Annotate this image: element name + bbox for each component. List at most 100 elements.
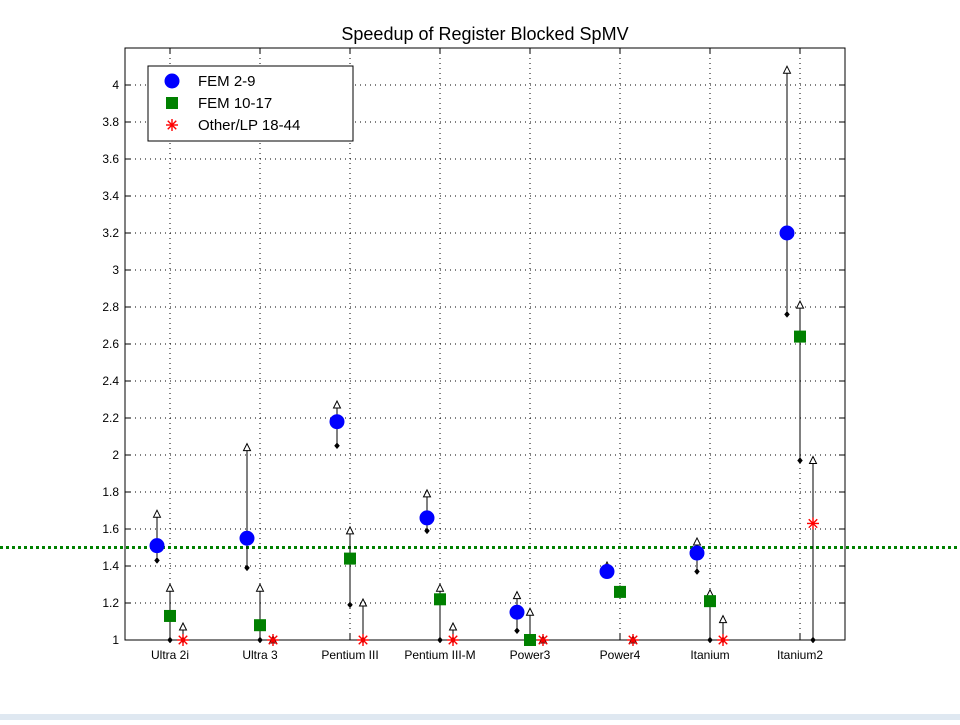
x-tick-label: Ultra 3 — [242, 648, 278, 662]
max-triangle-marker — [345, 525, 355, 535]
data-point-square — [524, 634, 536, 646]
x-tick-label: Pentium III-M — [404, 648, 475, 662]
legend-box — [147, 65, 354, 142]
data-point-group — [627, 634, 639, 646]
chart-title: Speedup of Register Blocked SpMV — [341, 24, 628, 44]
data-point-star-stroke-3 — [268, 635, 278, 645]
data-point-square — [794, 330, 806, 343]
max-triangle-marker — [718, 614, 728, 624]
max-triangle-marker — [242, 442, 252, 452]
x-tick-label: Power4 — [600, 648, 641, 662]
data-point-circle — [329, 414, 345, 430]
x-tick-label: Power3 — [510, 648, 551, 662]
legend-item: FEM 2-9 — [164, 73, 256, 90]
data-point-square — [434, 593, 446, 606]
y-tick-label: 3.8 — [102, 115, 119, 129]
data-point-group — [357, 597, 369, 646]
data-point-group — [267, 634, 279, 646]
data-point-group — [537, 634, 549, 646]
data-point-group — [344, 525, 356, 609]
data-point-group — [614, 584, 626, 598]
data-point-star — [537, 634, 549, 646]
min-diamond-marker — [154, 557, 160, 564]
y-tick-label: 1.4 — [102, 559, 119, 573]
data-point-circle — [509, 604, 525, 620]
max-triangle-marker — [782, 65, 792, 74]
min-diamond-marker — [707, 636, 713, 644]
legend-marker-circle — [164, 73, 180, 89]
max-triangle-marker — [512, 590, 522, 600]
legend-marker-star — [166, 119, 178, 131]
data-point-star-stroke-3 — [538, 635, 548, 645]
data-point-circle — [689, 545, 705, 561]
max-triangle-marker — [422, 488, 432, 498]
data-point-group — [779, 65, 795, 318]
data-point-square — [614, 585, 626, 598]
min-diamond-marker — [784, 311, 790, 318]
x-tick-label: Ultra 2i — [151, 648, 189, 662]
max-triangle-marker — [332, 399, 342, 409]
max-triangle-marker — [808, 455, 818, 465]
max-triangle-marker — [448, 621, 458, 631]
data-point-star — [717, 634, 729, 646]
data-point-star-stroke-3 — [718, 635, 728, 645]
x-tick-label: Pentium III — [321, 648, 378, 662]
data-point-group — [329, 399, 345, 450]
min-diamond-marker — [424, 527, 430, 535]
data-point-group — [689, 536, 705, 575]
data-point-group — [149, 509, 165, 564]
min-diamond-marker — [810, 636, 816, 644]
data-point-square — [704, 595, 716, 608]
data-point-circle — [149, 538, 165, 554]
min-diamond-marker — [334, 442, 340, 450]
max-triangle-marker — [525, 607, 535, 616]
x-tick-label: Itanium2 — [777, 648, 823, 662]
y-tick-label: 2.8 — [102, 300, 119, 314]
data-point-star-stroke-3 — [448, 635, 458, 645]
axes-layer: 1 1.2 1.4 1.6 1.8 2 2.2 2.4 2.6 2.8 3 3.2 3.4 3.6 3.8 4… — [102, 47, 846, 662]
y-tick-label: 2.2 — [102, 411, 119, 425]
min-diamond-marker — [167, 636, 173, 644]
min-diamond-marker — [514, 627, 520, 635]
y-tick-label: 2 — [112, 448, 119, 462]
max-triangle-marker — [358, 597, 368, 607]
data-point-square — [254, 619, 266, 632]
data-point-square — [164, 609, 176, 622]
data-point-star — [447, 634, 459, 646]
data-point-star — [177, 634, 189, 646]
data-point-star-stroke-3 — [358, 635, 368, 645]
y-tick-label: 2.6 — [102, 337, 119, 351]
min-diamond-marker — [797, 457, 803, 464]
y-tick-label: 1.2 — [102, 596, 119, 610]
data-point-group — [807, 455, 819, 644]
y-tick-label: 1.8 — [102, 485, 119, 499]
y-tick-label: 1.6 — [102, 522, 119, 536]
data-point-group — [509, 590, 525, 635]
legend-marker-square — [166, 97, 178, 109]
data-point-star-stroke-3 — [808, 518, 818, 529]
data-point-star-stroke-3 — [628, 635, 638, 645]
min-diamond-marker — [694, 568, 700, 575]
data-point-group — [239, 442, 255, 572]
data-point-star — [267, 634, 279, 646]
data-point-group — [164, 583, 176, 644]
min-diamond-marker — [347, 601, 353, 609]
data-point-group — [524, 607, 536, 646]
y-tick-label: 3.2 — [102, 226, 119, 240]
max-triangle-marker — [435, 583, 445, 592]
legend-label: Other/LP 18-44 — [198, 117, 300, 134]
data-point-circle — [599, 564, 615, 580]
max-triangle-marker — [795, 300, 805, 309]
data-point-group — [254, 583, 266, 644]
max-triangle-marker — [178, 621, 188, 631]
data-point-star — [357, 634, 369, 646]
min-diamond-marker — [437, 636, 443, 644]
data-point-star — [627, 634, 639, 646]
data-point-group — [599, 560, 615, 580]
max-triangle-marker — [165, 583, 175, 592]
y-tick-label: 3.4 — [102, 189, 119, 203]
data-point-circle — [779, 225, 795, 241]
data-point-group — [447, 621, 459, 646]
